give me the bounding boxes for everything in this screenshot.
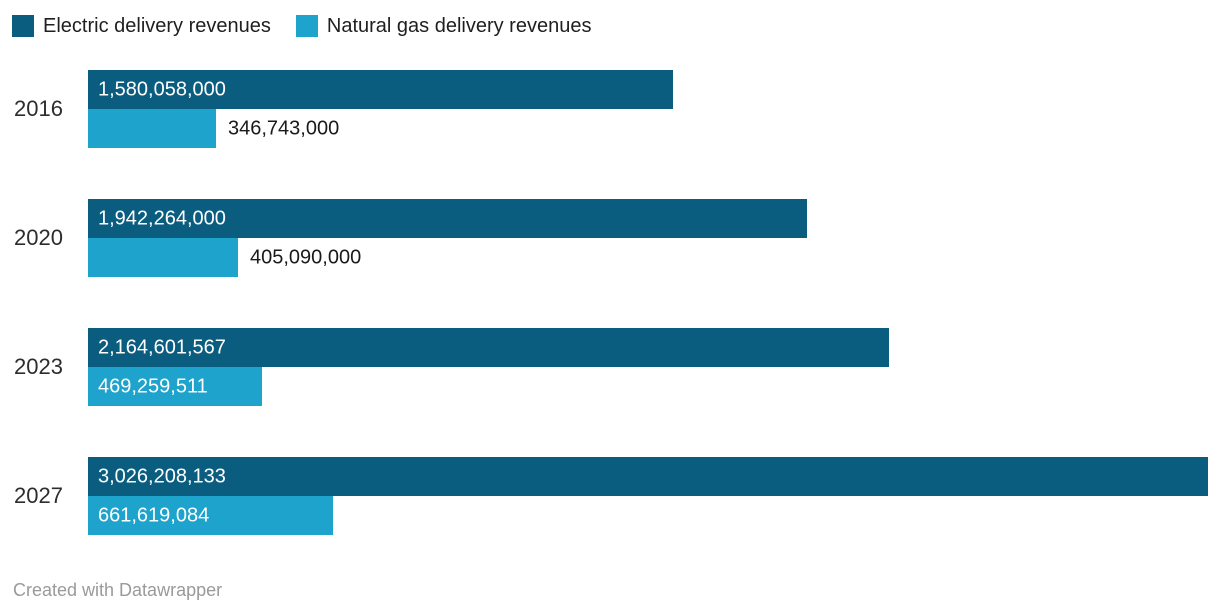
gas-bar: 346,743,000 [88, 109, 339, 148]
gas-bar-value: 346,743,000 [228, 117, 340, 139]
legend: Electric delivery revenues Natural gas d… [12, 14, 591, 38]
gas-bar-value: 469,259,511 [98, 375, 208, 397]
gas-swatch-icon [295, 15, 318, 37]
gas-bar: 469,259,511 [88, 367, 262, 406]
bar-pair: 3,026,208,133 661,619,084 [88, 457, 1220, 535]
legend-item-electric: Electric delivery revenues [12, 14, 271, 38]
plot-area: 2016 1,580,058,000 346,743,000 2020 1,94… [0, 70, 1220, 586]
gas-bar: 405,090,000 [88, 238, 361, 277]
bar-group-2027: 2027 3,026,208,133 661,619,084 [0, 457, 1220, 535]
gas-bar-value: 405,090,000 [250, 246, 362, 268]
gas-bar: 661,619,084 [88, 496, 333, 535]
bar-group-2023: 2023 2,164,601,567 469,259,511 [0, 328, 1220, 406]
legend-label-gas: Natural gas delivery revenues [326, 15, 592, 37]
electric-bar: 3,026,208,133 [88, 457, 1208, 496]
attribution-link[interactable]: Created with Datawrapper [13, 580, 223, 600]
electric-bar: 2,164,601,567 [88, 328, 889, 367]
category-label: 2020 [14, 225, 63, 250]
electric-bar-value: 2,164,601,567 [98, 336, 226, 358]
category-label: 2023 [14, 354, 63, 379]
category-label: 2027 [14, 483, 63, 508]
electric-swatch-icon [12, 15, 34, 37]
category-label: 2016 [14, 96, 63, 121]
gas-bar-value: 661,619,084 [98, 504, 210, 526]
bar-group-2020: 2020 1,942,264,000 405,090,000 [0, 199, 1220, 277]
legend-label-electric: Electric delivery revenues [43, 15, 271, 37]
legend-item-gas: Natural gas delivery revenues [295, 14, 592, 38]
bar-group-2016: 2016 1,580,058,000 346,743,000 [0, 70, 1220, 148]
electric-bar: 1,942,264,000 [88, 199, 807, 238]
electric-bar: 1,580,058,000 [88, 70, 673, 109]
bar-pair: 1,942,264,000 405,090,000 [88, 199, 1220, 277]
bar-pair: 2,164,601,567 469,259,511 [88, 328, 1220, 406]
bar-pair: 1,580,058,000 346,743,000 [88, 70, 1220, 148]
electric-bar-value: 3,026,208,133 [98, 465, 226, 487]
electric-bar-value: 1,580,058,000 [98, 78, 226, 100]
electric-bar-value: 1,942,264,000 [98, 207, 226, 229]
